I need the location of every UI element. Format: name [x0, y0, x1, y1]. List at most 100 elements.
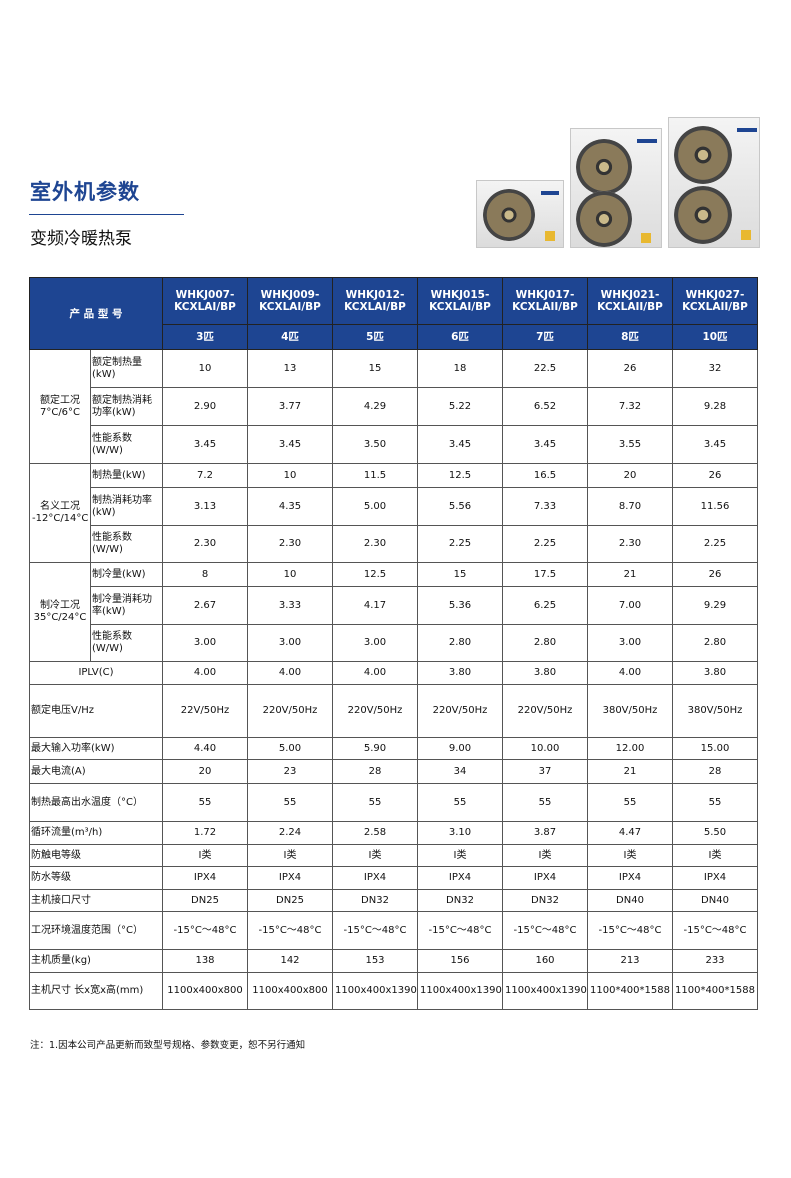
value-cell: 55	[672, 783, 758, 822]
product-model-header: 产 品 型 号	[29, 277, 163, 350]
value-cell: -15°C～48°C	[587, 911, 673, 950]
value-cell: 5.56	[417, 487, 503, 526]
horsepower-header: 3匹	[162, 324, 248, 350]
row-label: 制热量(kW)	[90, 463, 163, 488]
row-label: 主机质量(kg)	[29, 949, 163, 973]
model-header: WHKJ012-KCXLAI/BP	[332, 277, 418, 325]
row-label: 额定制热量(kW)	[90, 349, 163, 388]
row-label: 性能系数(W/W)	[90, 525, 163, 563]
table-row: 额定工况 7°C/6°C 额定制热量(kW) 10 13 15 18 22.5 26 32	[29, 349, 758, 464]
value-cell: IPX4	[587, 866, 673, 890]
value-cell: 2.24	[247, 821, 333, 845]
value-cell: 55	[502, 783, 588, 822]
value-cell: 7.32	[587, 387, 673, 426]
footnote: 注：1.因本公司产品更新而致型号规格、参数变更，恕不另行通知	[30, 1040, 306, 1051]
spec-table: 产 品 型 号 WHKJ007-KCXLAI/BP WHKJ009-KCXLAI/…	[29, 277, 758, 1010]
value-cell: 5.50	[672, 821, 758, 845]
value-cell: 2.80	[672, 624, 758, 662]
value-cell: 55	[247, 783, 333, 822]
value-cell: 1100*400*1588	[672, 972, 758, 1010]
value-cell: 21	[587, 759, 673, 784]
value-cell: 4.29	[332, 387, 418, 426]
value-cell: 10	[162, 349, 248, 388]
value-cell: 15	[417, 562, 503, 587]
value-cell: IPX4	[417, 866, 503, 890]
table-row: 制热消耗功率(kW) 3.13 4.35 5.00 5.56 7.33 8.70 11.56	[30, 487, 758, 526]
value-cell: 2.58	[332, 821, 418, 845]
value-cell: 26	[672, 562, 758, 587]
row-label: 制热最高出水温度（°C）	[29, 783, 163, 822]
value-cell: 21	[587, 562, 673, 587]
table-row: 主机质量(kg) 138 142 153 156 160 213 233	[29, 949, 758, 973]
value-cell: 28	[332, 759, 418, 784]
value-cell: 37	[502, 759, 588, 784]
horsepower-header: 8匹	[587, 324, 673, 350]
value-cell: 32	[672, 349, 758, 388]
value-cell: 7.2	[162, 463, 248, 488]
value-cell: 5.00	[332, 487, 418, 526]
value-cell: 380V/50Hz	[672, 684, 758, 738]
group-label: 制冷工况 35°C/24°C	[29, 562, 91, 662]
table-row: 制冷工况 35°C/24°C 制冷量(kW) 8 10 12.5 15 17.5 21 26	[29, 562, 758, 662]
value-cell: 2.25	[417, 525, 503, 563]
group-label: 额定工况 7°C/6°C	[29, 349, 91, 464]
table-row: 制热最高出水温度（°C） 55 55 55 55 55 55 55	[29, 783, 758, 822]
value-cell: IPX4	[332, 866, 418, 890]
table-row: 最大输入功率(kW) 4.40 5.00 5.90 9.00 10.00 12.00 15.0…	[29, 737, 758, 760]
row-label: 额定制热消耗功率(kW)	[90, 387, 163, 426]
value-cell: 3.00	[587, 624, 673, 662]
table-row: 主机尺寸 长x宽x高(mm) 1100x400x800 1100x400x800 11…	[29, 972, 758, 1010]
value-cell: DN25	[247, 889, 333, 912]
table-row: 循环流量(m³/h) 1.72 2.24 2.58 3.10 3.87 4.47 5.50	[29, 821, 758, 845]
value-cell: 4.35	[247, 487, 333, 526]
value-cell: 5.36	[417, 586, 503, 625]
value-cell: 3.80	[417, 661, 503, 685]
value-cell: I类	[587, 844, 673, 867]
value-cell: 142	[247, 949, 333, 973]
value-cell: 5.22	[417, 387, 503, 426]
value-cell: 13	[247, 349, 333, 388]
value-cell: 2.67	[162, 586, 248, 625]
value-cell: 2.25	[672, 525, 758, 563]
row-label: 性能系数(W/W)	[90, 425, 163, 464]
value-cell: 6.52	[502, 387, 588, 426]
value-cell: 3.45	[162, 425, 248, 464]
row-label: 制冷量消耗功率(kW)	[90, 586, 163, 625]
value-cell: 55	[162, 783, 248, 822]
value-cell: 1100x400x1390	[417, 972, 503, 1010]
model-header: WHKJ021-KCXLAII/BP	[587, 277, 673, 325]
value-cell: 15.00	[672, 737, 758, 760]
row-label: 主机接口尺寸	[29, 889, 163, 912]
value-cell: 9.28	[672, 387, 758, 426]
value-cell: 4.00	[587, 661, 673, 685]
table-row: 防水等级 IPX4 IPX4 IPX4 IPX4 IPX4 IPX4 IPX4	[29, 866, 758, 890]
value-cell: 8.70	[587, 487, 673, 526]
horsepower-header: 10匹	[672, 324, 758, 350]
table-row: 性能系数(W/W) 3.00 3.00 3.00 2.80 2.80 3.00 2.80	[30, 624, 758, 662]
table-row: 防触电等级 I类 I类 I类 I类 I类 I类 I类	[29, 844, 758, 867]
value-cell: 10	[247, 463, 333, 488]
value-cell: 12.5	[332, 562, 418, 587]
value-cell: 55	[332, 783, 418, 822]
horsepower-header: 4匹	[247, 324, 333, 350]
value-cell: 9.00	[417, 737, 503, 760]
value-cell: 55	[417, 783, 503, 822]
value-cell: 138	[162, 949, 248, 973]
value-cell: 4.47	[587, 821, 673, 845]
table-row: 工况环境温度范围（°C） -15°C～48°C -15°C～48°C -15°C～48…	[29, 911, 758, 950]
value-cell: I类	[332, 844, 418, 867]
model-header: WHKJ017-KCXLAII/BP	[502, 277, 588, 325]
table-row: 性能系数(W/W) 2.30 2.30 2.30 2.25 2.25 2.30 2.25	[30, 525, 758, 563]
table-row: 名义工况 -12°C/14°C 制热量(kW) 7.2 10 11.5 12.5 16.5 2…	[29, 463, 758, 563]
value-cell: -15°C～48°C	[332, 911, 418, 950]
value-cell: 10	[247, 562, 333, 587]
value-cell: 34	[417, 759, 503, 784]
value-cell: 1100*400*1588	[587, 972, 673, 1010]
row-label: 主机尺寸 长x宽x高(mm)	[29, 972, 163, 1010]
value-cell: 3.45	[672, 425, 758, 464]
value-cell: 3.13	[162, 487, 248, 526]
value-cell: 3.45	[502, 425, 588, 464]
group-label: 名义工况 -12°C/14°C	[29, 463, 91, 563]
model-header: WHKJ015-KCXLAI/BP	[417, 277, 503, 325]
value-cell: 2.30	[587, 525, 673, 563]
